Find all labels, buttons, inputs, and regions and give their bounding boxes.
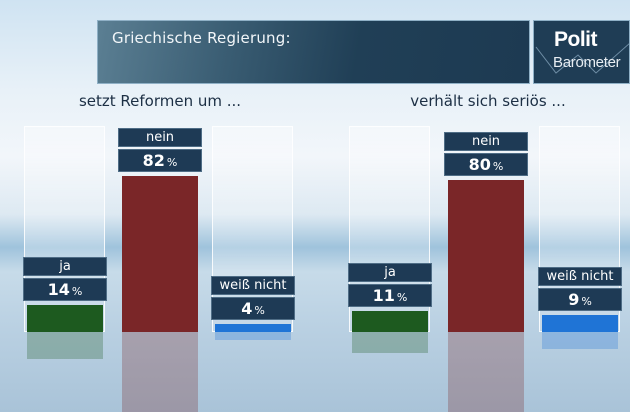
bar-reflection	[215, 332, 291, 340]
category-label-nein: nein	[444, 132, 528, 151]
bar-reflection	[122, 332, 198, 412]
category-label-weiss-nicht: weiß nicht	[538, 267, 622, 286]
bar-reflection	[27, 332, 103, 359]
bar-reflection	[352, 332, 428, 353]
bar-reflection	[448, 332, 524, 412]
politbarometer-logo: Polit Barometer	[533, 20, 630, 84]
bar-ja	[352, 311, 428, 332]
value-unit: %	[254, 304, 265, 317]
category-label-nein: nein	[118, 128, 202, 147]
bar-nein	[448, 180, 524, 332]
value-unit: %	[71, 285, 83, 298]
value-number: 14	[47, 280, 70, 299]
value-number: 4	[241, 299, 253, 318]
logo-text-polit: Polit	[554, 28, 598, 51]
header-bar: Griechische Regierung:	[97, 20, 530, 84]
value-unit: %	[166, 156, 178, 169]
value-number: 11	[372, 286, 395, 305]
bar-weiss-nicht	[215, 324, 291, 332]
value-label-nein: 82%	[118, 149, 202, 172]
value-label-nein: 80%	[444, 153, 528, 176]
bar-ja	[27, 305, 103, 332]
value-number: 82	[142, 151, 165, 170]
category-label-ja: ja	[348, 263, 432, 282]
value-unit: %	[581, 295, 592, 308]
value-number: 80	[468, 155, 491, 174]
chart-title: setzt Reformen um ...	[78, 92, 242, 110]
bar-reflection	[542, 332, 618, 349]
logo-checkmark-icon	[535, 43, 629, 74]
header-title: Griechische Regierung:	[112, 29, 291, 47]
value-label-weiss-nicht: 4%	[211, 297, 295, 320]
bar-nein	[122, 176, 198, 332]
value-unit: %	[492, 160, 504, 173]
value-label-weiss-nicht: 9%	[538, 288, 622, 311]
chart-title: verhält sich seriös ...	[410, 92, 566, 110]
value-unit: %	[396, 291, 408, 304]
bar-weiss-nicht	[542, 315, 618, 332]
value-label-ja: 14%	[23, 278, 107, 301]
category-label-weiss-nicht: weiß nicht	[211, 276, 295, 295]
logo-text-barometer: Barometer	[553, 54, 621, 71]
value-number: 9	[568, 290, 580, 309]
value-label-ja: 11%	[348, 284, 432, 307]
category-label-ja: ja	[23, 257, 107, 276]
